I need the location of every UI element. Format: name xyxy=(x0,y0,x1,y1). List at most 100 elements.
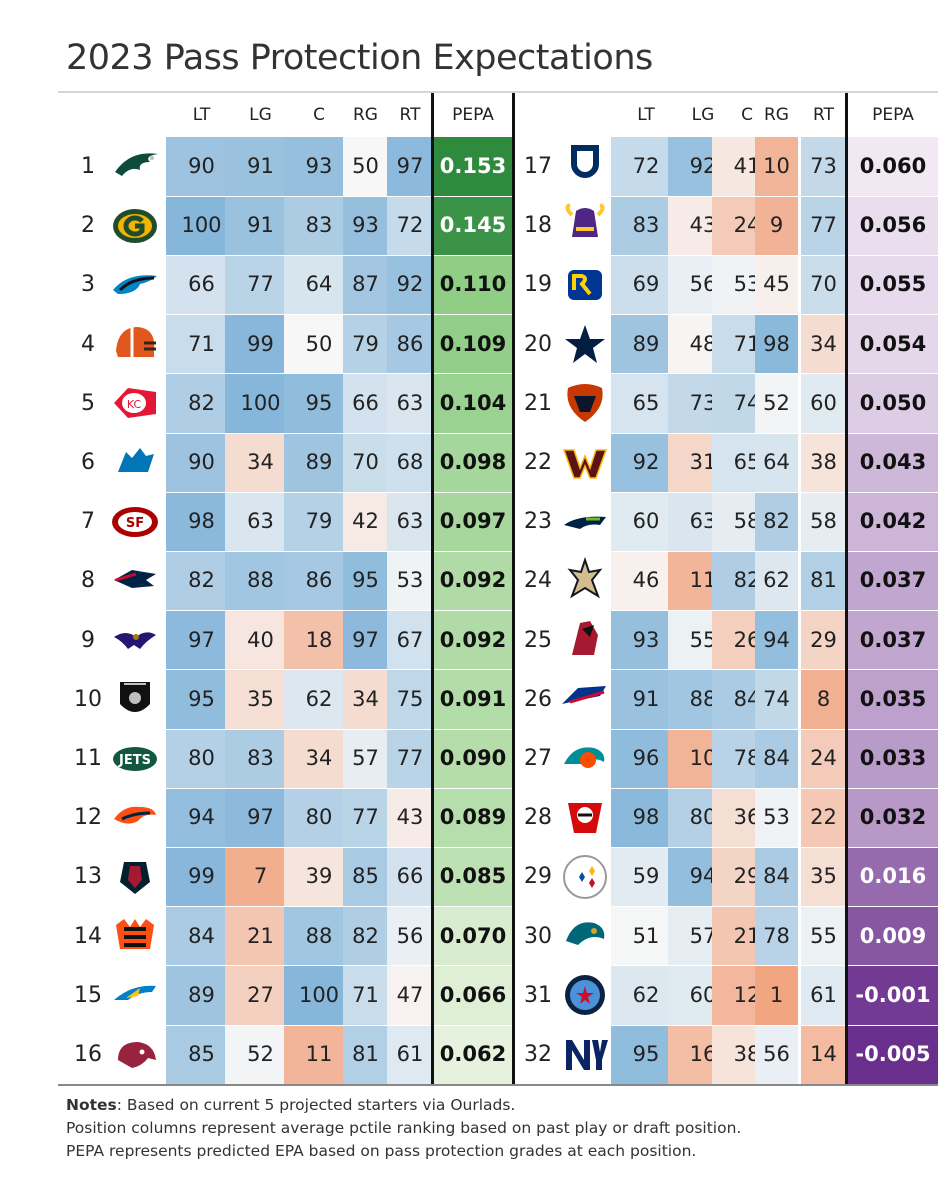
notes-label: Notes xyxy=(66,1096,117,1114)
cell-c: 11 xyxy=(284,1025,354,1084)
header-rt-left: RT xyxy=(399,105,421,125)
titans-logo-icon xyxy=(560,970,610,1020)
rank-label: 4 xyxy=(81,331,95,357)
cell-pepa: 0.145 xyxy=(434,196,512,256)
cell-pepa: 0.050 xyxy=(848,373,938,433)
cell-pepa: 0.089 xyxy=(434,788,512,848)
cell-rt: 68 xyxy=(387,433,433,492)
packers-logo-icon xyxy=(110,201,160,251)
steelers-logo-icon xyxy=(560,852,610,902)
row-separator xyxy=(58,669,938,671)
rank-label: 23 xyxy=(524,509,552,535)
cell-pepa: 0.109 xyxy=(434,314,512,374)
cell-rt: 63 xyxy=(387,492,433,552)
cardinals-logo-icon xyxy=(110,1030,160,1080)
cell-rg: 94 xyxy=(755,610,798,670)
cell-rg: 66 xyxy=(343,373,388,433)
rank-label: 22 xyxy=(524,450,552,475)
cell-rt: 63 xyxy=(387,373,433,433)
rank-label: 30 xyxy=(524,923,552,949)
cell-rg: 95 xyxy=(343,551,388,611)
row-separator xyxy=(58,550,938,552)
vikings-logo-icon xyxy=(560,201,610,251)
cell-rt: 67 xyxy=(387,610,433,670)
chiefs-logo-icon: KC xyxy=(110,378,160,428)
svg-text:JETS: JETS xyxy=(118,753,151,768)
cell-pepa: 0.037 xyxy=(848,610,938,670)
cell-rt: 86 xyxy=(387,314,433,374)
svg-text:KC: KC xyxy=(127,398,142,411)
cell-rg: 9 xyxy=(755,196,798,256)
cell-c: 83 xyxy=(284,196,354,256)
cell-rg: 93 xyxy=(343,196,388,256)
cell-rt: 61 xyxy=(801,965,846,1025)
rank-label: 28 xyxy=(524,805,552,831)
rank-label: 20 xyxy=(524,331,552,357)
cell-rt: 43 xyxy=(387,788,433,848)
cell-pepa: 0.098 xyxy=(434,433,512,492)
rank-label: 10 xyxy=(74,686,102,712)
cell-rg: 78 xyxy=(755,906,798,966)
rank-label: 29 xyxy=(524,864,552,890)
cell-rt: 66 xyxy=(387,847,433,907)
rank-label: 9 xyxy=(81,627,95,653)
page-title: 2023 Pass Protection Expectations xyxy=(66,38,653,78)
notes-line-3: PEPA represents predicted EPA based on p… xyxy=(66,1142,697,1160)
cell-pepa: 0.060 xyxy=(848,137,938,196)
cell-rt: 34 xyxy=(801,314,846,374)
cell-rt: 22 xyxy=(801,788,846,848)
rank-label: 17 xyxy=(524,154,552,179)
rank-label: 26 xyxy=(524,686,552,712)
jaguars-logo-icon xyxy=(560,911,610,961)
rank-label: 25 xyxy=(524,627,552,653)
cell-rt: 55 xyxy=(801,906,846,966)
header-lt-right: LT xyxy=(637,105,655,125)
cell-pepa: 0.009 xyxy=(848,906,938,966)
rams-logo-icon xyxy=(560,260,610,310)
bengals-logo-icon xyxy=(110,911,160,961)
cell-rg: 82 xyxy=(343,906,388,966)
lions-logo-icon xyxy=(110,438,160,488)
cell-rt: 75 xyxy=(387,669,433,729)
cell-rt: 8 xyxy=(801,669,846,729)
commanders-logo-icon xyxy=(560,438,610,488)
row-separator xyxy=(58,254,938,256)
patriots-logo-icon xyxy=(110,556,160,606)
jets-logo-icon: JETS xyxy=(110,734,160,784)
cell-c: 18 xyxy=(284,610,354,670)
cell-c: 86 xyxy=(284,551,354,611)
cell-pepa: 0.066 xyxy=(434,965,512,1025)
browns-logo-icon xyxy=(110,319,160,369)
cell-c: 80 xyxy=(284,788,354,848)
cell-rg: 64 xyxy=(755,433,798,492)
cell-rt: 35 xyxy=(801,847,846,907)
cell-c: 64 xyxy=(284,255,354,315)
dolphins-logo-icon xyxy=(560,734,610,784)
cell-rg: 87 xyxy=(343,255,388,315)
cell-rt: 60 xyxy=(801,373,846,433)
cell-c: 39 xyxy=(284,847,354,907)
cell-rg: 97 xyxy=(343,610,388,670)
rank-label: 18 xyxy=(524,213,552,239)
cell-pepa: 0.037 xyxy=(848,551,938,611)
cell-c: 88 xyxy=(284,906,354,966)
cell-pepa: 0.032 xyxy=(848,788,938,848)
cell-rg: 57 xyxy=(343,729,388,788)
rank-label: 11 xyxy=(74,746,102,771)
rank-label: 13 xyxy=(74,864,102,890)
row-separator xyxy=(58,373,938,375)
cell-c: 100 xyxy=(284,965,354,1025)
cell-rt: 58 xyxy=(801,492,846,552)
cell-pepa: 0.043 xyxy=(848,433,938,492)
cell-rg: 84 xyxy=(755,729,798,788)
eagles-logo-icon xyxy=(110,142,160,192)
ravens-logo-icon xyxy=(110,615,160,665)
cell-pepa: 0.090 xyxy=(434,729,512,788)
rank-label: 7 xyxy=(81,509,95,535)
row-separator xyxy=(58,787,938,789)
cell-rt: 77 xyxy=(387,729,433,788)
cell-rg: 70 xyxy=(343,433,388,492)
cell-rt: 81 xyxy=(801,551,846,611)
notes: Notes: Based on current 5 projected star… xyxy=(66,1094,741,1163)
cell-c: 50 xyxy=(284,314,354,374)
